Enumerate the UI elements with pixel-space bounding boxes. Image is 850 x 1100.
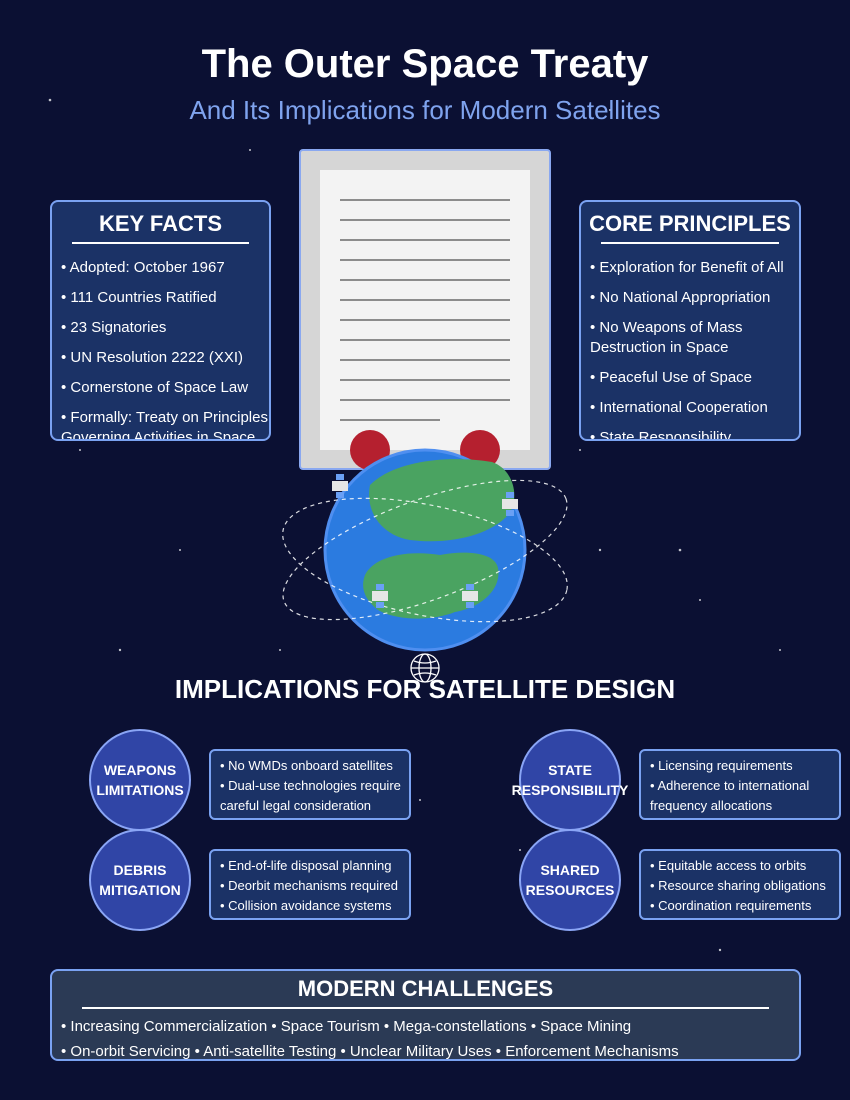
debris-mitigation-label: DEBRIS MITIGATION [99,862,181,898]
weapons-limitations-box: • No WMDs onboard satellites • Dual-use … [209,749,411,820]
list-item: • Exploration for Benefit of All [590,259,784,276]
key-facts-panel: KEY FACTS • Adopted: October 1967 • 111 … [50,200,271,441]
list-item: • Peaceful Use of Space [590,369,753,386]
page-title: The Outer Space Treaty [201,42,649,86]
key-facts-heading: KEY FACTS [98,211,223,236]
satellite-icon [332,474,348,498]
modern-challenges-heading: MODERN CHALLENGES [297,976,554,1001]
shared-resources-box: • Equitable access to orbits • Resource … [639,849,841,920]
divider [72,242,249,244]
list-item: • State Responsibility [590,429,732,441]
debris-mitigation-box: • End-of-life disposal planning • Deorbi… [209,849,411,920]
list-item: • 23 Signatories [61,319,167,336]
modern-challenges-panel: MODERN CHALLENGES • Increasing Commercia… [50,969,801,1061]
treaty-document-icon [299,149,551,470]
challenges-line-2: • On-orbit Servicing • Anti-satellite Te… [61,1043,679,1060]
satellite-icon [502,492,518,516]
state-responsibility-circle: STATE RESPONSIBILITY [512,729,628,831]
list-item: • No Weapons of Mass Destruction in Spac… [590,319,743,356]
list-item: • Collision avoidance systems [220,898,392,913]
list-item: • 111 Countries Ratified [61,289,217,306]
earth-globe-icon [323,448,527,652]
list-item: • Equitable access to orbits [650,858,807,873]
divider [601,242,779,244]
shared-resources-circle: SHARED RESOURCES [519,829,621,931]
list-item: • Formally: Treaty on Principles Governi… [61,409,268,441]
shared-resources-label: SHARED RESOURCES [525,862,615,898]
list-item: • No WMDs onboard satellites [220,758,393,773]
list-item: • Resource sharing obligations [650,878,826,893]
challenges-line-1: • Increasing Commercialization • Space T… [61,1018,632,1035]
satellite-icon [462,584,478,608]
weapons-limitations-label: WEAPONS LIMITATIONS [96,762,184,798]
list-item: • Licensing requirements [650,758,793,773]
list-item: • UN Resolution 2222 (XXI) [61,349,243,366]
debris-mitigation-circle: DEBRIS MITIGATION [89,829,191,931]
list-item: • Cornerstone of Space Law [61,379,249,396]
implications-heading: IMPLICATIONS FOR SATELLITE DESIGN [174,674,676,704]
core-principles-heading: CORE PRINCIPLES [589,211,791,236]
list-item: • End-of-life disposal planning [220,858,392,873]
core-principles-list: • Exploration for Benefit of All • No Na… [581,244,799,441]
list-item: • Adopted: October 1967 [61,259,225,276]
list-item: • No National Appropriation [590,289,771,306]
divider [82,1007,769,1009]
treaty-illustration [282,149,568,683]
satellite-icon [372,584,388,608]
globe-symbol-icon [410,653,440,683]
state-responsibility-label: STATE RESPONSIBILITY [511,762,629,798]
list-item: • International Cooperation [590,399,768,416]
key-facts-list: • Adopted: October 1967 • 111 Countries … [52,244,269,441]
list-item: • Coordination requirements [650,898,812,913]
page-subtitle: And Its Implications for Modern Satellit… [189,95,661,125]
list-item: • Dual-use technologies require careful … [220,778,401,813]
list-item: • Adherence to international frequency a… [650,778,810,813]
state-responsibility-box: • Licensing requirements • Adherence to … [639,749,841,820]
weapons-limitations-circle: WEAPONS LIMITATIONS [89,729,191,831]
list-item: • Deorbit mechanisms required [220,878,398,893]
core-principles-panel: CORE PRINCIPLES • Exploration for Benefi… [579,200,801,441]
